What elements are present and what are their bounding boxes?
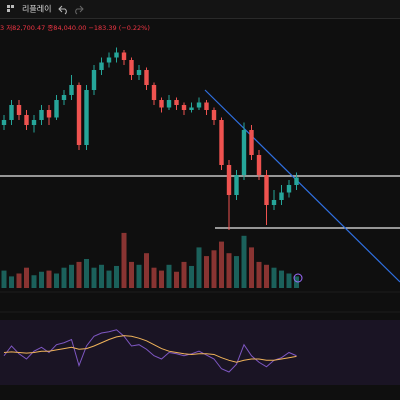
volume-bar xyxy=(234,256,239,288)
redo-button[interactable] xyxy=(75,5,84,15)
candle-body xyxy=(264,175,269,205)
volume-bar xyxy=(46,270,52,288)
candle-body xyxy=(159,100,164,108)
volume-bar xyxy=(129,261,134,288)
volume-bar xyxy=(189,265,194,288)
volume-bar xyxy=(249,247,254,288)
volume-bar xyxy=(151,267,157,288)
undo-button[interactable] xyxy=(58,5,67,15)
candle-body xyxy=(151,85,157,100)
volume-bar xyxy=(136,264,142,288)
candle-body xyxy=(144,70,149,85)
volume-bar xyxy=(99,264,104,288)
candle-body xyxy=(189,107,194,110)
candle-body xyxy=(196,102,202,108)
candle-body xyxy=(234,175,239,195)
replay-icon xyxy=(7,9,10,12)
volume-bar xyxy=(91,267,97,288)
candle-body xyxy=(91,70,97,90)
volume-bar xyxy=(16,273,22,288)
candle-body xyxy=(114,52,119,58)
candle-body xyxy=(31,120,37,125)
replay-icon xyxy=(7,5,10,8)
volume-bar xyxy=(286,273,292,288)
candle-body xyxy=(249,130,254,155)
volume-bar xyxy=(54,273,59,288)
candle-body xyxy=(256,155,262,175)
volume-bar xyxy=(196,247,202,288)
candle-body xyxy=(24,115,29,125)
volume-bar xyxy=(39,271,44,288)
volume-bar xyxy=(114,265,119,288)
volume-bar xyxy=(121,232,127,288)
candle-body xyxy=(219,120,224,165)
volume-bar xyxy=(84,259,89,288)
replay-button[interactable]: 리플레이 xyxy=(7,4,51,14)
candle-body xyxy=(106,57,112,63)
candle-body xyxy=(69,85,74,95)
candle-body xyxy=(204,102,209,110)
volume-bar xyxy=(144,253,149,288)
volume-bar xyxy=(159,270,164,288)
volume-bar xyxy=(219,241,224,288)
volume-bar xyxy=(24,267,29,288)
candle-body xyxy=(241,130,247,175)
candle-body xyxy=(271,200,277,205)
candle-body xyxy=(174,100,179,105)
ohlc-legend: 3 저82,700.47 종84,040.00 −183.39 (−0.22%) xyxy=(0,23,150,32)
replay-icon xyxy=(11,5,14,8)
trend-line xyxy=(204,89,400,283)
candle-body xyxy=(181,105,187,110)
candle-body xyxy=(129,60,134,75)
rsi-ma-line xyxy=(3,335,297,363)
candle-body xyxy=(76,85,82,145)
replay-label: 리플레이 xyxy=(22,4,51,14)
volume-bar xyxy=(1,270,7,288)
toolbar xyxy=(0,0,400,18)
volume-bar xyxy=(106,270,112,288)
candle-body xyxy=(9,105,14,120)
indicator-badge[interactable] xyxy=(293,273,303,283)
candle-body xyxy=(226,165,232,195)
candle-body xyxy=(286,185,292,193)
volume-bar xyxy=(264,264,269,288)
volume-bar xyxy=(204,256,209,288)
candle-body xyxy=(279,192,284,200)
rsi-line xyxy=(3,329,297,373)
candle-body xyxy=(54,100,59,118)
candle-body xyxy=(46,110,52,118)
volume-bar xyxy=(76,261,82,288)
volume-bar xyxy=(226,253,232,288)
volume-bar xyxy=(69,264,74,288)
volume-bar xyxy=(174,271,179,288)
volume-bar xyxy=(241,235,247,288)
volume-bar xyxy=(271,267,277,288)
volume-bar xyxy=(9,276,14,288)
candle-body xyxy=(39,110,44,120)
candle-body xyxy=(61,95,67,100)
rsi-pane xyxy=(0,320,400,385)
candle-body xyxy=(294,177,299,185)
volume-bar xyxy=(166,264,172,288)
volume-bar xyxy=(31,275,37,288)
candle-body xyxy=(99,62,104,70)
volume-bar xyxy=(279,270,284,288)
candle-body xyxy=(121,52,127,60)
candle-body xyxy=(136,70,142,75)
candle-body xyxy=(166,100,172,108)
candle-body xyxy=(84,90,89,145)
volume-bar xyxy=(256,261,262,288)
volume-bar xyxy=(181,261,187,288)
volume-bar xyxy=(211,250,217,288)
candle-body xyxy=(1,120,7,125)
candle-body xyxy=(16,105,22,115)
volume-bar xyxy=(61,267,67,288)
candle-body xyxy=(211,110,217,120)
